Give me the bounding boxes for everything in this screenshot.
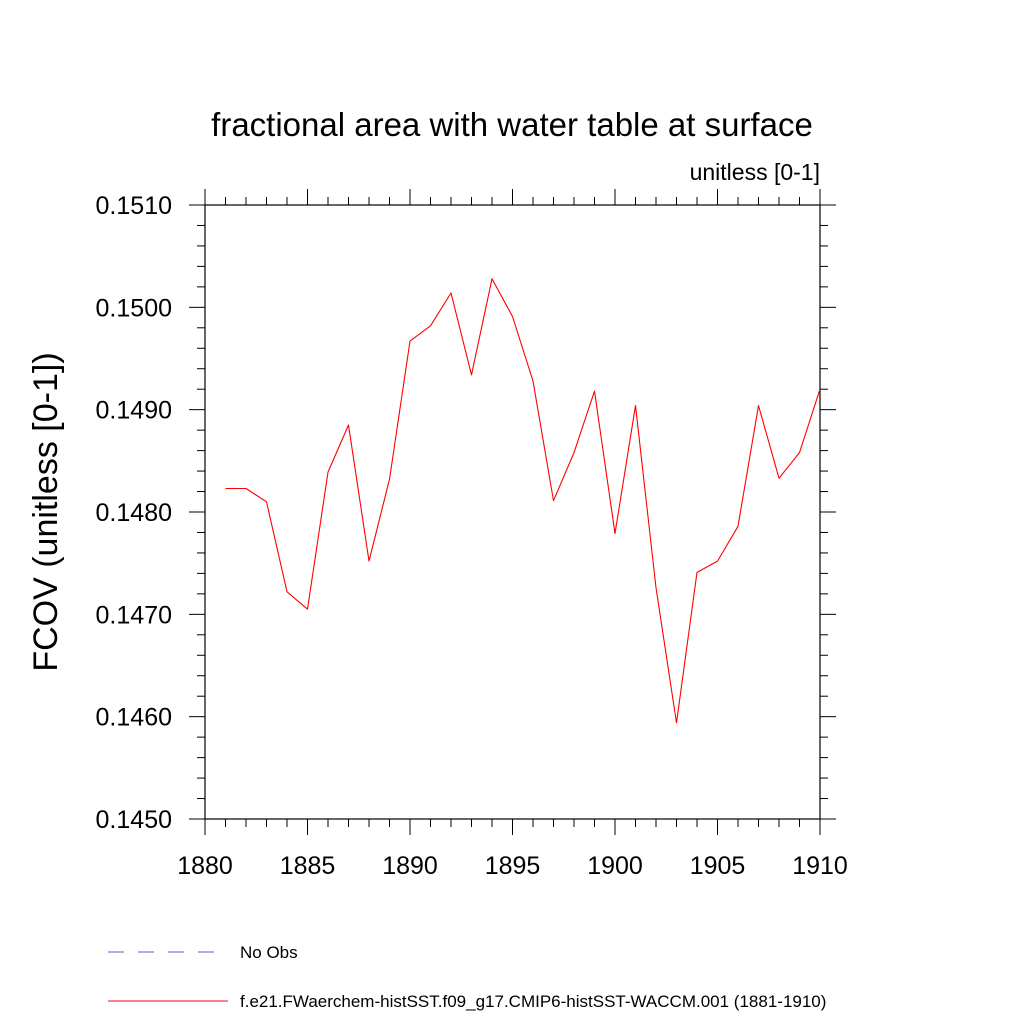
x-tick-label: 1910 bbox=[792, 852, 848, 880]
y-tick-labels: 0.1450 0.1460 0.1470 0.1480 0.1490 0.1500 0.15… bbox=[96, 192, 172, 834]
legend-label: No Obs bbox=[240, 943, 298, 962]
x-tick-label: 1890 bbox=[382, 852, 438, 880]
x-tick-label: 1880 bbox=[177, 852, 233, 880]
y-tick-label: 0.1480 bbox=[96, 499, 172, 527]
x-tick-label: 1905 bbox=[690, 852, 746, 880]
y-tick-label: 0.1500 bbox=[96, 294, 172, 322]
units-label: unitless [0-1] bbox=[690, 159, 820, 185]
series-line bbox=[225, 278, 821, 724]
x-tick-labels: 1880 1885 1890 1895 1900 1905 1910 bbox=[177, 852, 848, 880]
y-tick-label: 0.1470 bbox=[96, 601, 172, 629]
x-tick-label: 1885 bbox=[280, 852, 336, 880]
chart-title: fractional area with water table at surf… bbox=[211, 106, 813, 143]
legend-label: f.e21.FWaerchem-histSST.f09_g17.CMIP6-hi… bbox=[240, 992, 826, 1011]
x-tick-label: 1900 bbox=[587, 852, 643, 880]
x-tick-label: 1895 bbox=[485, 852, 541, 880]
legend: No Obs f.e21.FWaerchem-histSST.f09_g17.CM… bbox=[108, 943, 826, 1011]
y-tick-label: 0.1490 bbox=[96, 397, 172, 425]
plot-frame bbox=[204, 204, 821, 820]
y-tick-label: 0.1510 bbox=[96, 192, 172, 220]
y-axis-title: FCOV (unitless [0-1]) bbox=[27, 352, 65, 671]
y-tick-label: 0.1450 bbox=[96, 806, 172, 834]
y-tick-label: 0.1460 bbox=[96, 704, 172, 732]
series-group bbox=[225, 278, 821, 724]
axis-ticks bbox=[189, 189, 836, 835]
